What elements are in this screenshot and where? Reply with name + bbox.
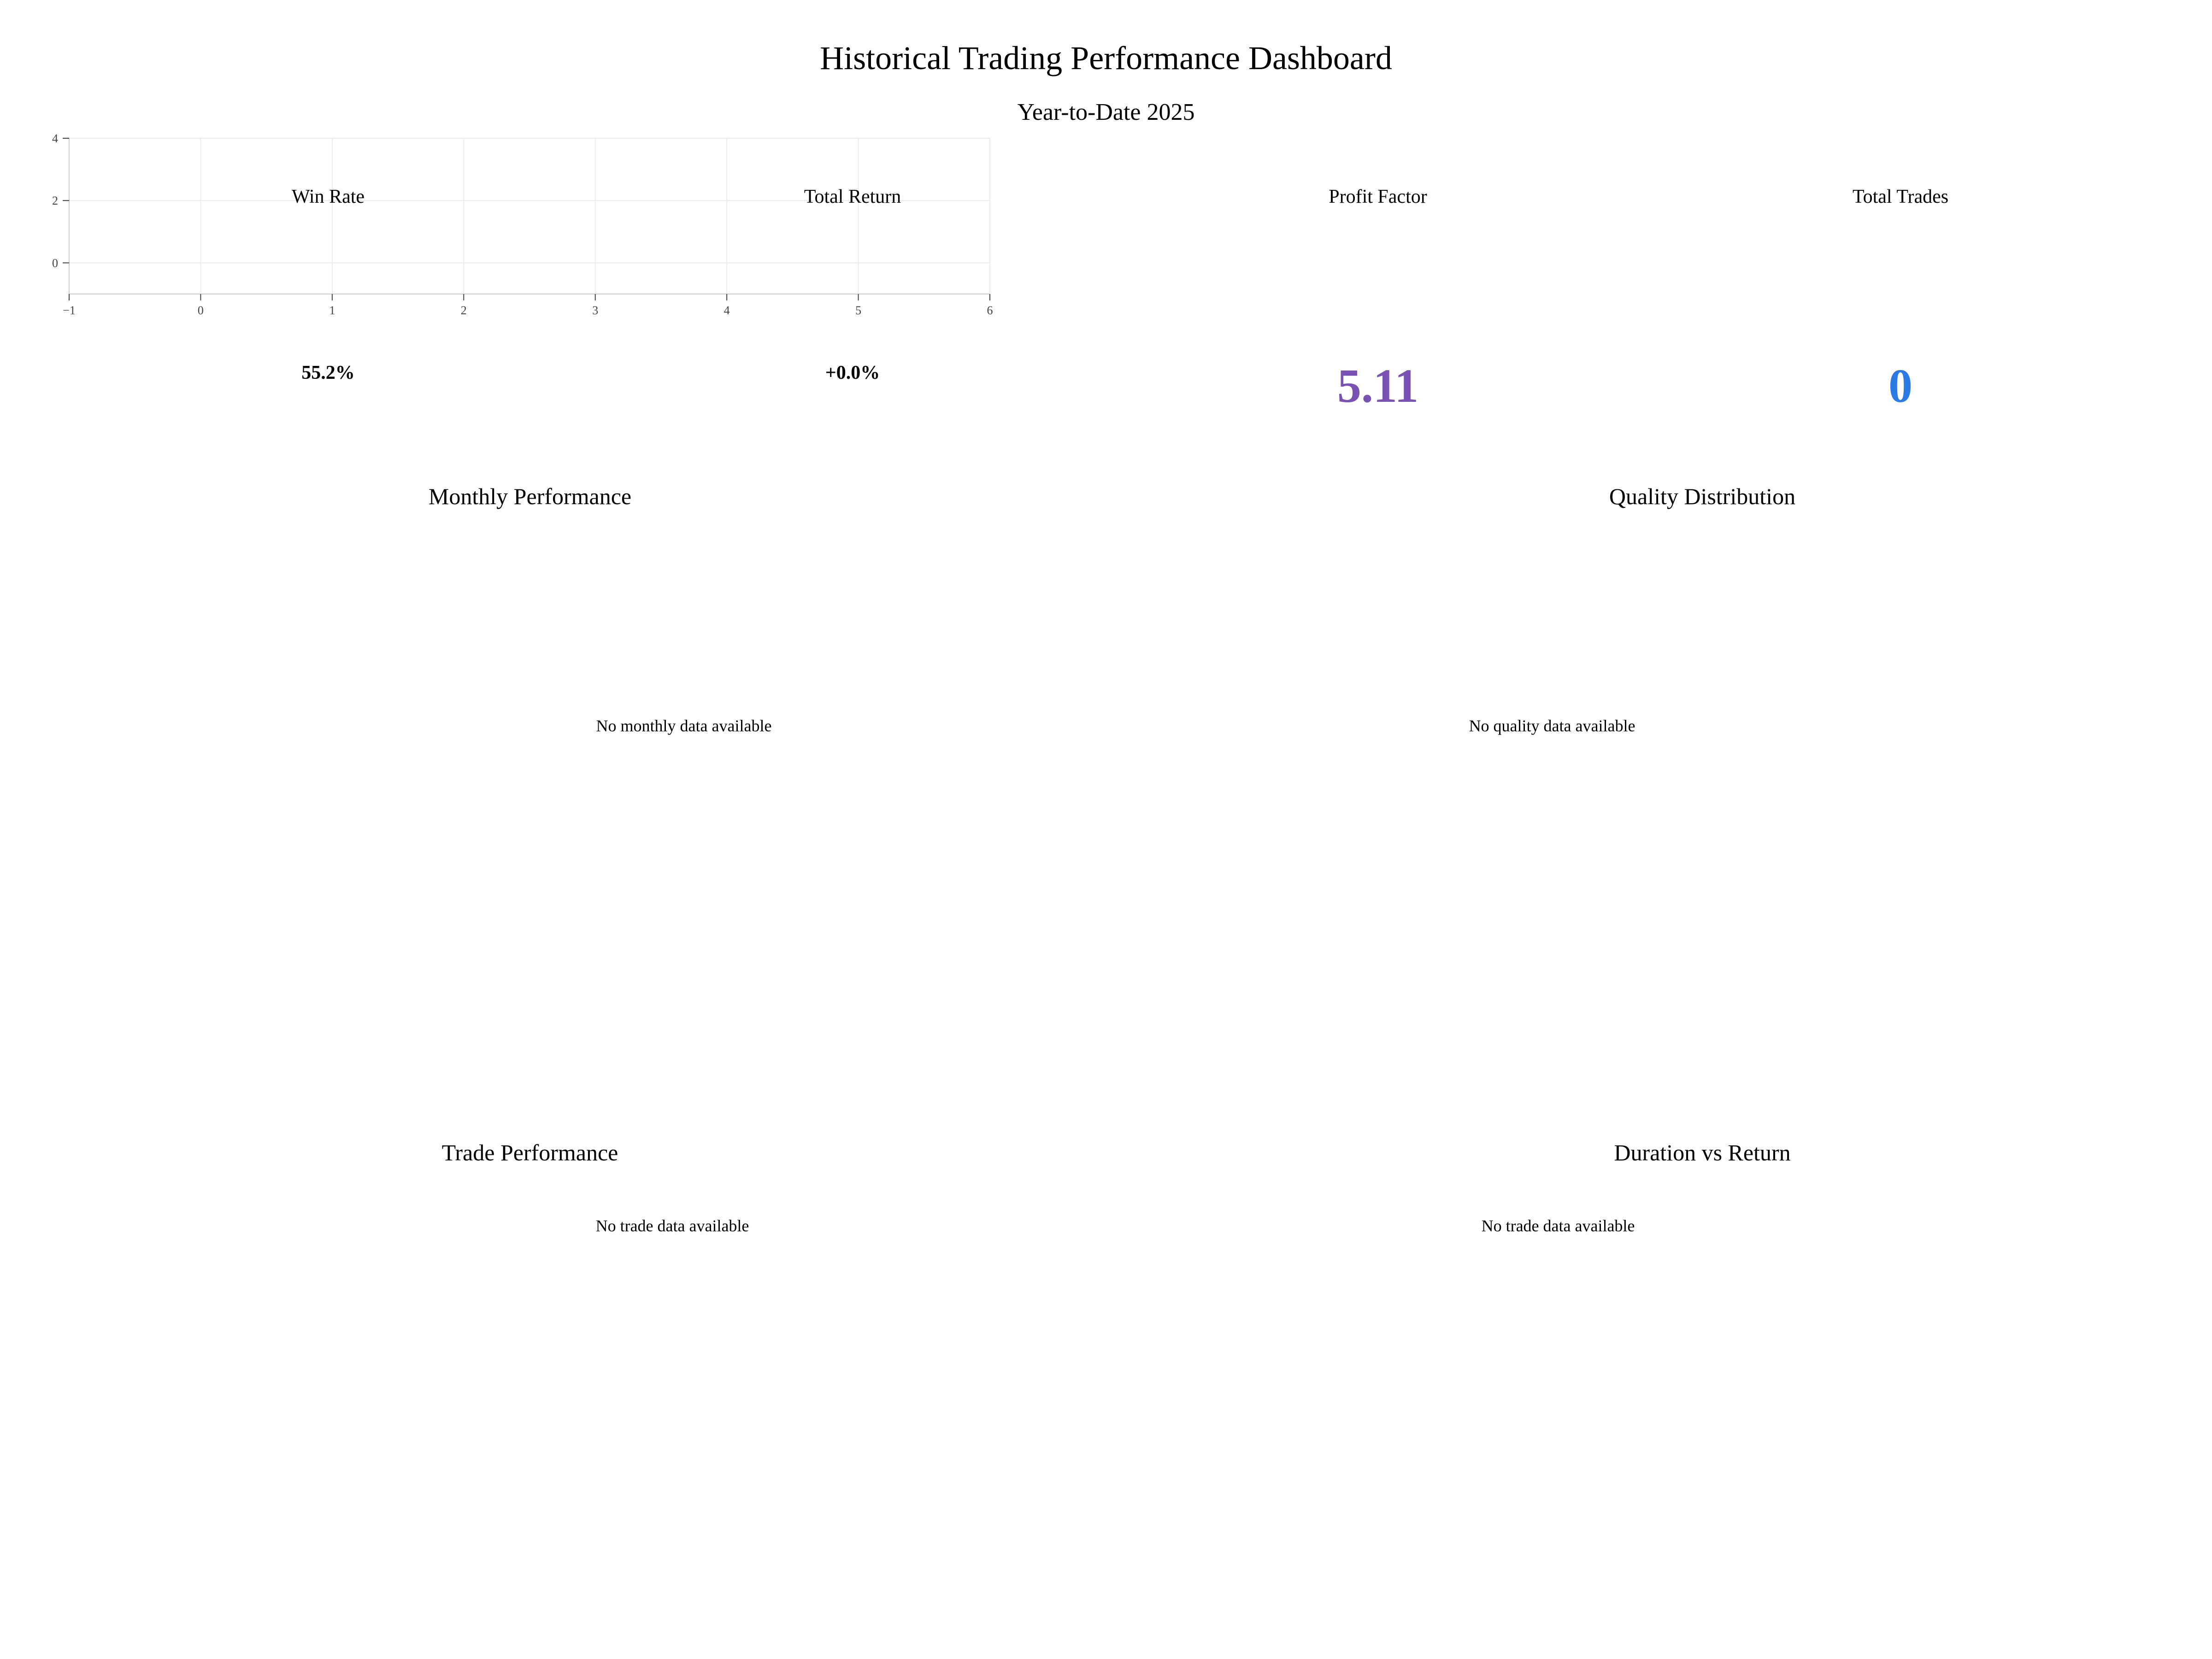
duration-empty-message: No trade data available: [1481, 1217, 1635, 1235]
kpi-win-rate-value: 55.2%: [301, 362, 355, 383]
kpi-total-return-label: Total Return: [804, 186, 901, 207]
x-tick-label-5: 4: [724, 304, 730, 317]
x-tick-label-2: 1: [329, 304, 335, 317]
x-tick-label-4: 3: [592, 304, 598, 317]
x-tick-label-0: −1: [63, 304, 76, 317]
kpi-total-return-value: +0.0%: [825, 362, 880, 383]
x-tick-label-1: 0: [198, 304, 204, 317]
kpi-total-trades-label: Total Trades: [1852, 186, 1949, 207]
x-tick-label-7: 6: [987, 304, 993, 317]
dashboard-title: Historical Trading Performance Dashboard: [820, 40, 1392, 76]
monthly-performance-title: Monthly Performance: [428, 483, 632, 509]
quality-distribution-title: Quality Distribution: [1609, 483, 1796, 509]
kpi-total-trades-value: 0: [1888, 359, 1912, 412]
dashboard-subtitle: Year-to-Date 2025: [1017, 99, 1195, 125]
trade-empty-message: No trade data available: [595, 1217, 749, 1235]
kpi-profit-factor-value: 5.11: [1337, 359, 1419, 412]
kpi-profit-factor-label: Profit Factor: [1329, 186, 1427, 207]
trade-performance-title: Trade Performance: [441, 1140, 618, 1165]
kpi-win-rate-label: Win Rate: [291, 186, 365, 207]
y-tick-label-1: 2: [52, 194, 58, 207]
y-tick-label-0: 0: [52, 256, 58, 270]
monthly-empty-message: No monthly data available: [596, 717, 772, 735]
duration-vs-return-title: Duration vs Return: [1614, 1140, 1791, 1165]
x-tick-label-3: 2: [461, 304, 467, 317]
quality-empty-message: No quality data available: [1469, 717, 1635, 735]
x-tick-label-6: 5: [855, 304, 861, 317]
y-tick-label-2: 4: [52, 132, 58, 145]
